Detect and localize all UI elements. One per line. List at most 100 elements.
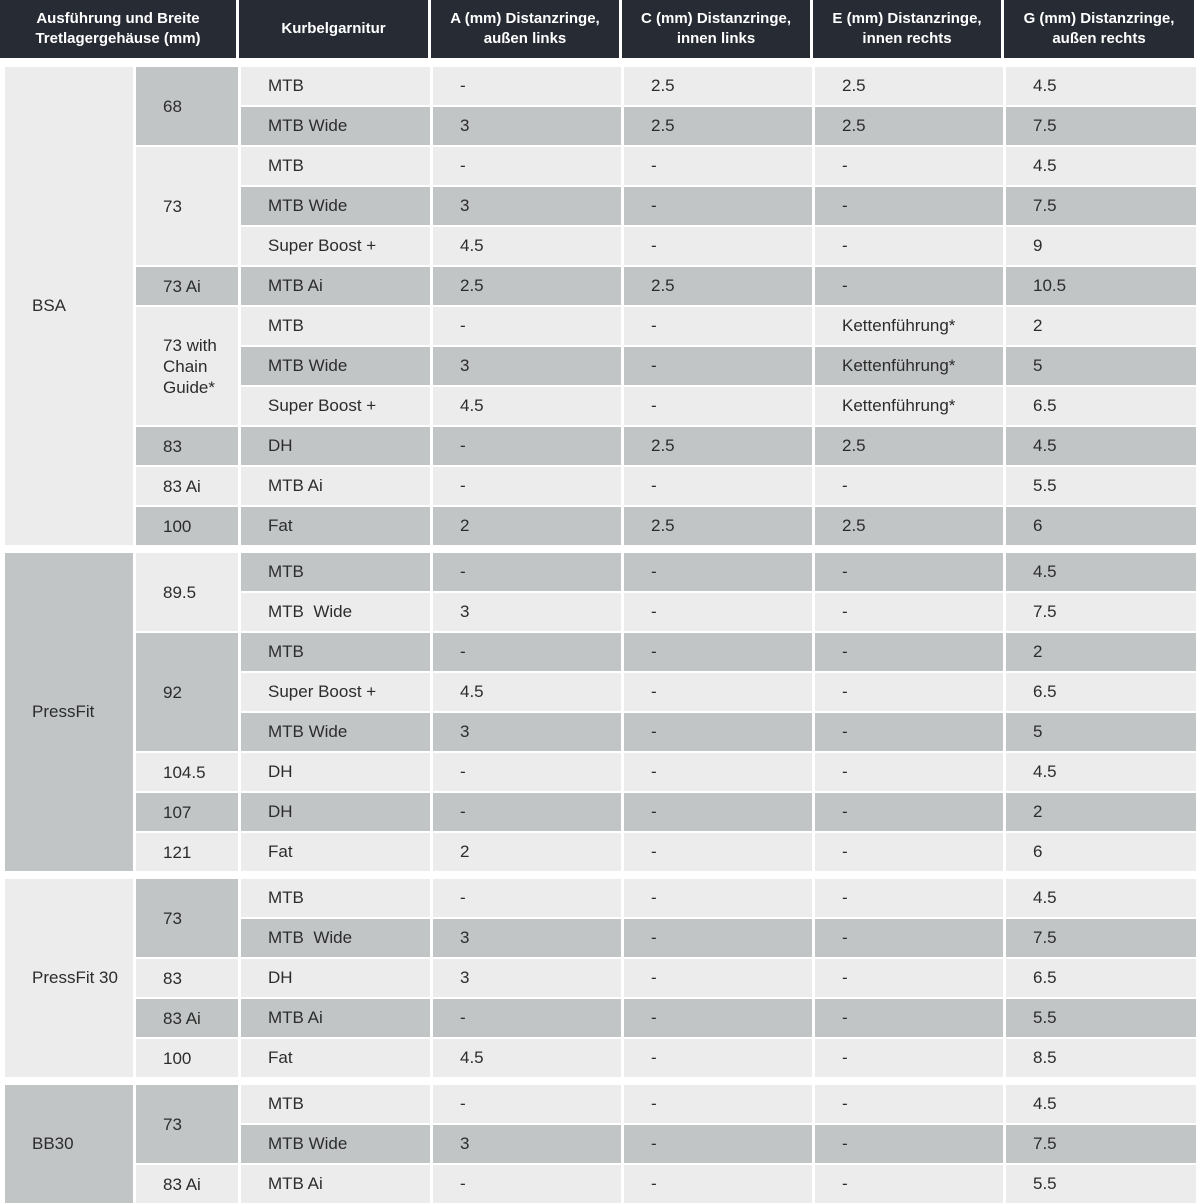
- value-e: -: [815, 227, 1003, 265]
- value-c: 2.5: [624, 507, 812, 545]
- value-g: 4.5: [1006, 427, 1196, 465]
- value-g: 4.5: [1006, 1085, 1196, 1123]
- value-a: -: [433, 999, 621, 1037]
- value-e: -: [815, 467, 1003, 505]
- value-a: 3: [433, 919, 621, 957]
- value-g: 6: [1006, 507, 1196, 545]
- value-g: 7.5: [1006, 187, 1196, 225]
- crank-cell: Fat: [241, 507, 430, 545]
- value-a: -: [433, 753, 621, 791]
- crank-cell: DH: [241, 427, 430, 465]
- value-a: -: [433, 1085, 621, 1123]
- header-col-kurbelgarnitur: Kurbelgarnitur: [239, 0, 428, 58]
- value-g: 7.5: [1006, 107, 1196, 145]
- value-g: 8.5: [1006, 1039, 1196, 1077]
- value-g: 4.5: [1006, 553, 1196, 591]
- crank-cell: MTB Wide: [241, 347, 430, 385]
- value-c: -: [624, 467, 812, 505]
- header-col-g-distanzringe-aussen-rechts: G (mm) Distanzringe, außen rechts: [1004, 0, 1194, 58]
- value-g: 5.5: [1006, 467, 1196, 505]
- value-a: -: [433, 307, 621, 345]
- header-col-a-distanzringe-aussen-links: A (mm) Distanzringe, außen links: [431, 0, 619, 58]
- value-a: -: [433, 467, 621, 505]
- value-e: -: [815, 633, 1003, 671]
- value-a: -: [433, 427, 621, 465]
- value-c: -: [624, 753, 812, 791]
- value-e: -: [815, 879, 1003, 917]
- crank-cell: MTB: [241, 879, 430, 917]
- value-e: -: [815, 959, 1003, 997]
- value-g: 6.5: [1006, 673, 1196, 711]
- value-a: -: [433, 793, 621, 831]
- width-cell: 73 with Chain Guide*: [136, 307, 238, 425]
- width-cell: 104.5: [136, 753, 238, 791]
- width-cell: 100: [136, 507, 238, 545]
- value-e: -: [815, 713, 1003, 751]
- value-c: -: [624, 147, 812, 185]
- spacer-table-body: BSA 68 MTB -2.5 2.5 4.5 MTB Wide 3 2.5 2.5 7.5 73 MT…: [0, 67, 1200, 1203]
- crank-cell: MTB: [241, 307, 430, 345]
- width-cell: 83 Ai: [136, 1165, 238, 1203]
- width-cell: 100: [136, 1039, 238, 1077]
- value-g: 7.5: [1006, 1125, 1196, 1163]
- value-e: 2.5: [815, 107, 1003, 145]
- crank-cell: MTB Ai: [241, 999, 430, 1037]
- value-e: Kettenführung*: [815, 347, 1003, 385]
- value-a: 3: [433, 1125, 621, 1163]
- crank-cell: MTB Wide: [241, 919, 430, 957]
- value-g: 4.5: [1006, 753, 1196, 791]
- value-e: -: [815, 673, 1003, 711]
- header-col-ausfuehrung-breite: Ausführung und Breite Tretlagergehäuse (…: [0, 0, 236, 58]
- value-e: -: [815, 833, 1003, 871]
- value-c: -: [624, 713, 812, 751]
- width-cell: 92: [136, 633, 238, 751]
- value-e: -: [815, 1165, 1003, 1203]
- width-cell: 83 Ai: [136, 999, 238, 1037]
- value-g: 7.5: [1006, 593, 1196, 631]
- value-c: -: [624, 959, 812, 997]
- crank-cell: MTB: [241, 147, 430, 185]
- value-g: 10.5: [1006, 267, 1196, 305]
- value-e: -: [815, 1085, 1003, 1123]
- value-a: 3: [433, 959, 621, 997]
- value-g: 2: [1006, 307, 1196, 345]
- value-a: -: [433, 147, 621, 185]
- section-label: PressFit 30: [5, 879, 133, 1077]
- value-c: -: [624, 1085, 812, 1123]
- table-header: Ausführung und Breite Tretlagergehäuse (…: [0, 0, 1200, 58]
- width-cell: 68: [136, 67, 238, 145]
- value-e: -: [815, 999, 1003, 1037]
- crank-cell: MTB Ai: [241, 467, 430, 505]
- width-cell: 121: [136, 833, 238, 871]
- value-c: 2.5: [624, 267, 812, 305]
- header-col-e-distanzringe-innen-rechts: E (mm) Distanzringe, innen rechts: [813, 0, 1001, 58]
- value-c: -: [624, 879, 812, 917]
- width-cell: 73: [136, 879, 238, 957]
- value-a: -: [433, 67, 621, 105]
- value-c: 2.5: [624, 107, 812, 145]
- value-g: 4.5: [1006, 147, 1196, 185]
- value-g: 6.5: [1006, 387, 1196, 425]
- width-cell: 73 Ai: [136, 267, 238, 305]
- value-e: 2.5: [815, 427, 1003, 465]
- width-cell: 83: [136, 427, 238, 465]
- value-c: -: [624, 187, 812, 225]
- value-g: 6: [1006, 833, 1196, 871]
- value-a: -: [433, 879, 621, 917]
- crank-cell: MTB: [241, 553, 430, 591]
- value-g: 5: [1006, 347, 1196, 385]
- value-e: -: [815, 553, 1003, 591]
- crank-cell: MTB Ai: [241, 1165, 430, 1203]
- section-pressfit: PressFit 89.5 MTB - - -4.5 MTB Wide 3- -7.5 92 MTB…: [5, 553, 1200, 871]
- header-col-c-distanzringe-innen-links: C (mm) Distanzringe, innen links: [622, 0, 810, 58]
- value-e: -: [815, 919, 1003, 957]
- crank-cell: MTB Wide: [241, 187, 430, 225]
- value-e: -: [815, 147, 1003, 185]
- value-g: 6.5: [1006, 959, 1196, 997]
- value-c: -: [624, 347, 812, 385]
- value-c: 2.5: [624, 67, 812, 105]
- value-c: -: [624, 673, 812, 711]
- value-c: -: [624, 919, 812, 957]
- section-bb30: BB30 73 MTB - - -4.5 MTB Wide 3- -7.5 83 Ai MTB Ai…: [5, 1085, 1200, 1203]
- width-cell: 89.5: [136, 553, 238, 631]
